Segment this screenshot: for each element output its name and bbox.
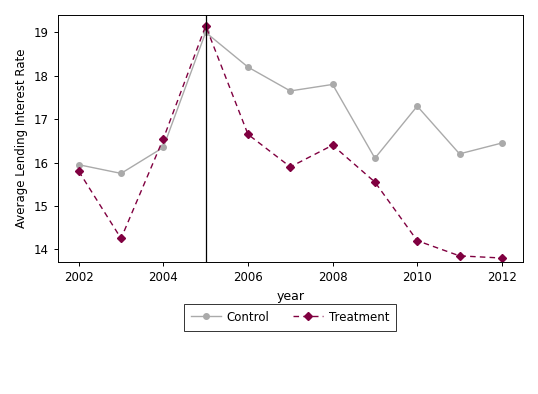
Treatment <box>245 132 251 137</box>
Treatment <box>372 180 378 184</box>
Line: Control: Control <box>76 30 505 176</box>
Treatment <box>456 253 463 258</box>
Treatment <box>75 169 82 174</box>
Control <box>75 162 82 167</box>
Treatment <box>160 136 167 141</box>
Control <box>372 156 378 161</box>
Control <box>118 171 124 176</box>
Control <box>499 141 505 145</box>
Y-axis label: Average Lending Interest Rate: Average Lending Interest Rate <box>15 49 28 229</box>
Control <box>245 65 251 69</box>
Line: Treatment: Treatment <box>76 23 505 261</box>
Control <box>329 82 336 87</box>
Control <box>287 89 294 93</box>
Treatment <box>287 165 294 169</box>
Treatment <box>499 256 505 260</box>
Treatment <box>118 236 124 241</box>
Control <box>456 152 463 156</box>
Control <box>202 30 209 35</box>
Treatment <box>202 24 209 28</box>
Treatment <box>414 238 421 243</box>
Treatment <box>329 143 336 148</box>
Control <box>414 104 421 108</box>
Legend: Control, Treatment: Control, Treatment <box>185 303 397 331</box>
X-axis label: year: year <box>277 290 305 303</box>
Control <box>160 145 167 150</box>
